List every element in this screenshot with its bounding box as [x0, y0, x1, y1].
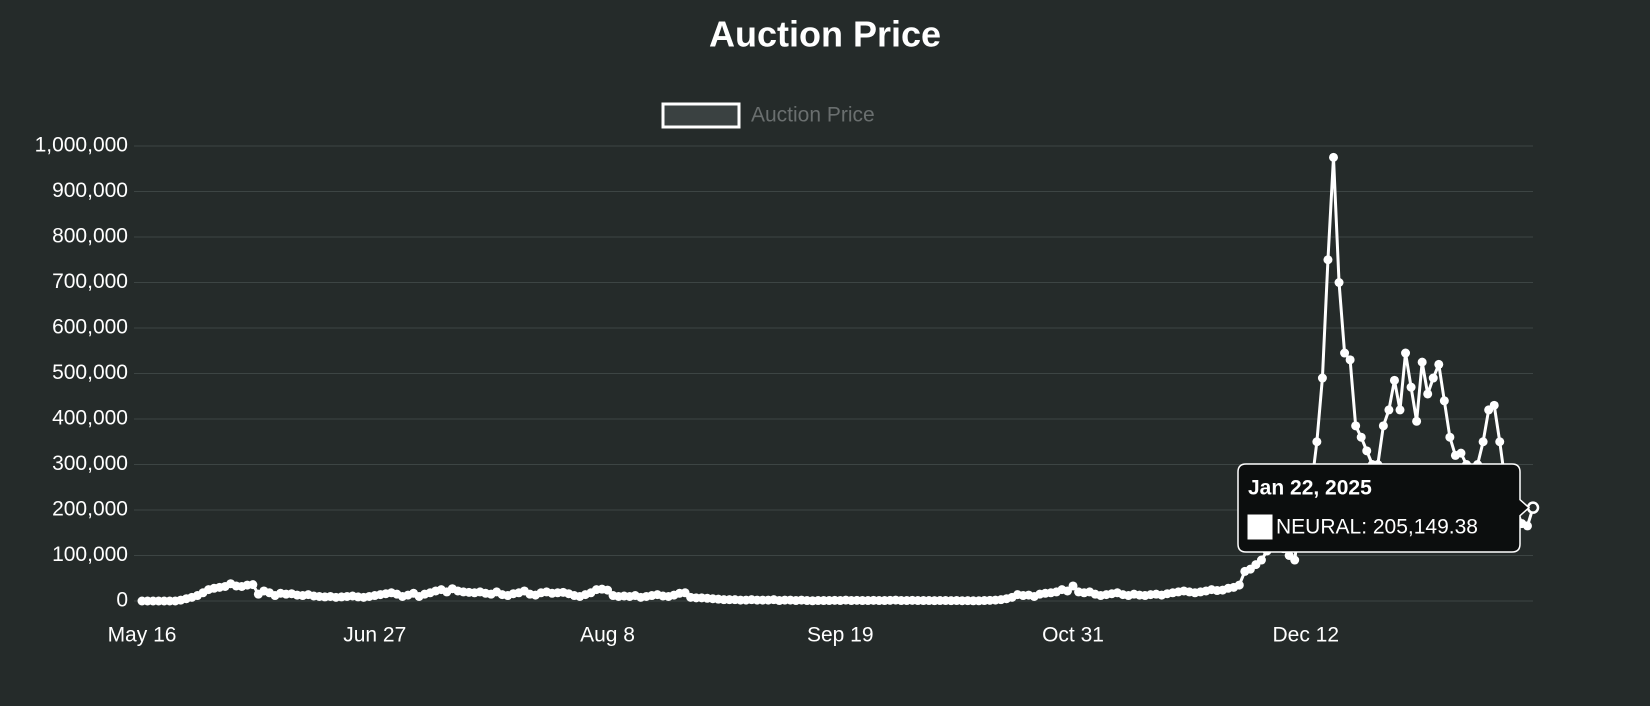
y-tick-label: 0: [116, 589, 128, 612]
point: [1334, 278, 1344, 287]
point: [1256, 555, 1266, 565]
y-tick-label: 200,000: [52, 498, 128, 521]
y-tick-label: 700,000: [52, 270, 128, 293]
point: [1356, 432, 1366, 442]
y-tick-label: 900,000: [52, 179, 128, 202]
point: [1323, 255, 1333, 265]
y-tick-label: 400,000: [52, 407, 128, 430]
point: [1328, 152, 1338, 162]
point: [1384, 405, 1394, 415]
point: [1445, 432, 1455, 442]
point: [1423, 389, 1433, 399]
chart-title: Auction Price: [709, 14, 941, 55]
y-tick-label: 800,000: [52, 225, 128, 248]
x-tick-label: Jun 27: [343, 624, 406, 647]
point: [1522, 521, 1532, 531]
tooltip-title: Jan 22, 2025: [1248, 477, 1372, 500]
tooltip-swatch: [1247, 514, 1273, 540]
y-tick-label: 100,000: [52, 543, 128, 566]
point: [1489, 400, 1499, 410]
point: [1439, 396, 1449, 406]
y-tick-label: 600,000: [52, 316, 128, 339]
point: [1378, 421, 1388, 431]
point: [1290, 555, 1300, 565]
legend-label: Auction Price: [751, 104, 875, 127]
x-tick-label: Sep 19: [807, 624, 874, 647]
point: [1495, 437, 1505, 447]
x-tick-label: Aug 8: [580, 624, 635, 647]
point: [1234, 580, 1244, 590]
tooltip-box: [1237, 463, 1531, 553]
y-tick-label: 500,000: [52, 361, 128, 384]
point: [1345, 355, 1355, 365]
point: [1068, 581, 1078, 591]
point: [603, 585, 613, 595]
y-tick-label: 1,000,000: [35, 134, 128, 157]
tooltip-text: NEURAL: 205,149.38: [1276, 516, 1478, 539]
y-tick-label: 300,000: [52, 452, 128, 475]
point: [1412, 416, 1422, 426]
point: [1362, 446, 1372, 456]
point: [1312, 437, 1322, 447]
point: [1317, 373, 1327, 383]
point: [1434, 359, 1444, 369]
legend-swatch: [661, 102, 741, 129]
x-tick-label: Dec 12: [1273, 624, 1340, 647]
point: [1406, 382, 1416, 392]
point: [1428, 373, 1438, 383]
point: [1401, 348, 1411, 358]
point: [1456, 448, 1466, 458]
point: [1417, 357, 1427, 367]
point: [248, 580, 258, 590]
x-tick-label: Oct 31: [1042, 624, 1104, 647]
point: [1389, 375, 1399, 385]
point: [1395, 405, 1405, 415]
point: [1478, 437, 1488, 447]
point: [1340, 348, 1350, 358]
point: [1351, 421, 1361, 431]
x-tick-label: May 16: [108, 624, 177, 647]
